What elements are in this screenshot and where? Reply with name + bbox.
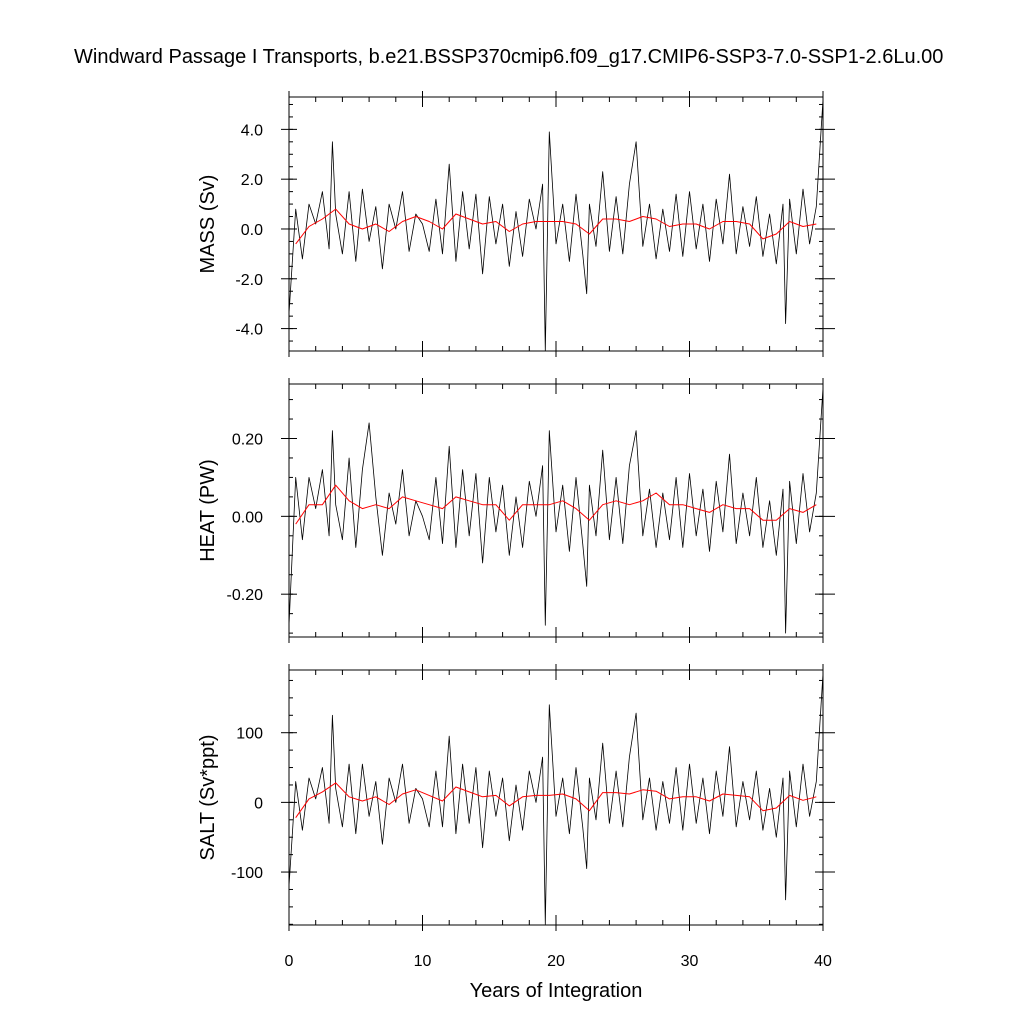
plot-frame-0 xyxy=(288,96,824,352)
y-tick-label: -2.0 xyxy=(235,272,263,289)
y-tick-label: 0.20 xyxy=(232,431,263,448)
plot-frame-2 xyxy=(288,669,824,926)
x-tick-label: 30 xyxy=(681,953,699,970)
x-tick-label: 20 xyxy=(547,953,565,970)
y-tick-label: -4.0 xyxy=(235,322,263,339)
series-line-annual xyxy=(295,782,817,818)
y-axis-label: MASS (Sv) xyxy=(197,175,219,274)
plot-frame-1 xyxy=(288,383,824,638)
x-tick-label: 10 xyxy=(414,953,432,970)
series-line-monthly xyxy=(288,387,824,634)
y-axis-label: SALT (Sv*ppt) xyxy=(197,735,219,861)
y-tick-label: 2.0 xyxy=(241,172,263,189)
x-axis-label: Years of Integration xyxy=(470,980,643,1002)
series-line-annual xyxy=(295,484,817,525)
y-tick-label: -0.20 xyxy=(227,587,264,604)
series-line-monthly xyxy=(288,99,824,352)
x-tick-label: 40 xyxy=(814,953,832,970)
series-line-annual xyxy=(295,208,817,245)
x-tick-label: 0 xyxy=(285,953,294,970)
chart-title: Windward Passage I Transports, b.e21.BSS… xyxy=(74,46,944,68)
y-tick-label: 100 xyxy=(236,726,263,743)
y-tick-label: 4.0 xyxy=(241,122,263,139)
y-axis-label: HEAT (PW) xyxy=(197,459,219,562)
series-line-monthly xyxy=(288,673,824,925)
y-tick-label: 0.00 xyxy=(232,509,263,526)
y-tick-label: -100 xyxy=(231,865,263,882)
y-tick-label: 0.0 xyxy=(241,222,263,239)
y-tick-label: 0 xyxy=(254,795,263,812)
